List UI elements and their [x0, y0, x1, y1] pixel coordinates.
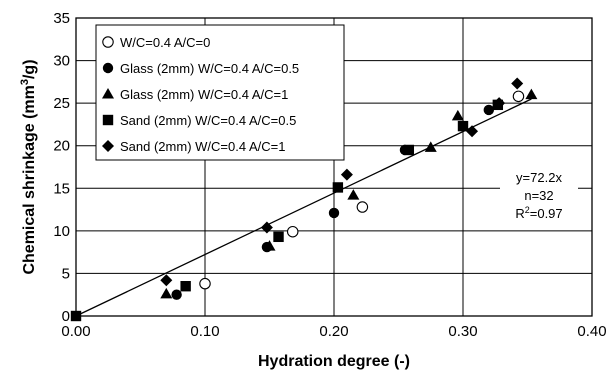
- y-tick-label: 30: [53, 53, 70, 70]
- y-axis-title: Chemical shrinkage (mm3/g): [19, 59, 38, 274]
- plot-frame: [75, 17, 593, 317]
- data-point: [260, 221, 273, 234]
- data-point: [263, 240, 276, 251]
- data-point: [483, 104, 494, 116]
- data-point: [328, 207, 340, 219]
- y-tick-label: 0: [62, 308, 70, 325]
- data-point: [70, 310, 82, 322]
- data-point: [512, 90, 525, 103]
- legend-marker: [102, 114, 114, 126]
- annotation-box: [500, 165, 578, 225]
- data-point: [160, 274, 173, 287]
- y-tick-label: 10: [53, 223, 70, 240]
- data-point: [403, 144, 415, 156]
- data-point: [286, 225, 299, 238]
- legend-marker: [102, 62, 114, 74]
- data-point: [180, 281, 191, 292]
- data-point: [171, 289, 182, 300]
- x-tick-label: 0.20: [319, 323, 348, 340]
- data-point: [525, 88, 538, 100]
- y-tick-label: 20: [53, 138, 70, 155]
- fit-annotation: y=72.2x n=32 R2=0.97: [500, 165, 578, 225]
- legend-label: Glass (2mm) W/C=0.4 A/C=0.5: [120, 61, 299, 76]
- data-point: [160, 287, 173, 299]
- annotation-equation: y=72.2x: [516, 170, 562, 185]
- legend-marker: [102, 88, 114, 99]
- data-point: [356, 201, 369, 213]
- legend-marker: [102, 140, 114, 152]
- x-tick-label: 0.30: [448, 323, 477, 340]
- data-point: [511, 77, 524, 90]
- y-tick-label: 15: [53, 180, 70, 197]
- legend-label: Sand (2mm) W/C=0.4 A/C=0.5: [120, 113, 296, 128]
- legend-label: Sand (2mm) W/C=0.4 A/C=1: [120, 139, 285, 154]
- legend-label: Glass (2mm) W/C=0.4 A/C=1: [120, 87, 288, 102]
- data-point: [451, 109, 464, 121]
- data-point: [493, 97, 506, 110]
- x-axis-title: Hydration degree (-): [258, 353, 410, 370]
- y-tick-label: 5: [62, 265, 70, 282]
- annotation-n: n=32: [524, 188, 553, 203]
- data-points: [70, 77, 538, 322]
- data-point: [424, 141, 437, 152]
- x-tick-label: 0.40: [577, 323, 606, 340]
- data-point: [273, 231, 284, 243]
- annotation-r2: R2=0.97: [515, 205, 562, 221]
- legend-label: W/C=0.4 A/C=0: [120, 35, 210, 50]
- y-tick-label: 35: [53, 10, 70, 27]
- y-tick-label: 25: [53, 95, 70, 112]
- tick-labels: 0.00 0.10 0.20 0.30 0.40 0 5 10 15 20 25 30 35: [53, 10, 606, 340]
- legend: W/C=0.4 A/C=0 Glass (2mm) W/C=0.4 A/C=0.5…: [95, 24, 345, 161]
- data-point: [340, 168, 353, 181]
- x-tick-label: 0.10: [190, 323, 219, 340]
- data-point: [466, 125, 479, 138]
- data-point: [199, 277, 211, 290]
- legend-box: [95, 24, 345, 161]
- x-tick-label: 0.00: [61, 323, 90, 340]
- data-point: [457, 120, 469, 132]
- legend-marker: [102, 36, 114, 48]
- data-point: [332, 182, 344, 193]
- fit-line: [75, 98, 532, 317]
- data-point: [347, 189, 360, 200]
